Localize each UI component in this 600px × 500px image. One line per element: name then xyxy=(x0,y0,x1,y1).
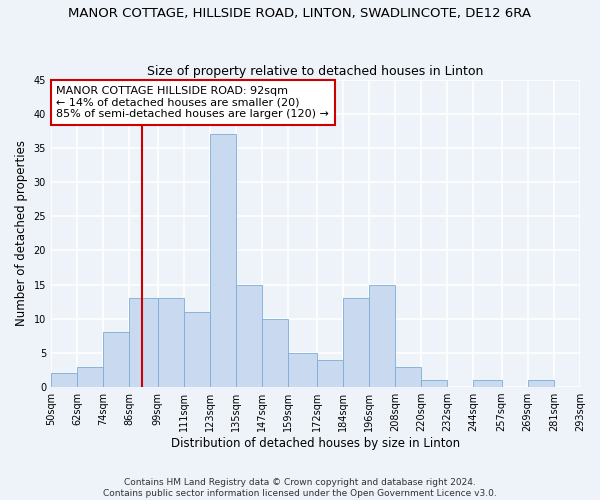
Bar xyxy=(317,360,343,387)
Bar xyxy=(262,319,288,387)
Bar xyxy=(580,380,600,387)
Bar xyxy=(103,332,129,387)
Bar xyxy=(421,380,447,387)
Bar xyxy=(158,298,184,387)
Bar xyxy=(395,366,421,387)
Bar xyxy=(210,134,236,387)
Text: MANOR COTTAGE HILLSIDE ROAD: 92sqm
← 14% of detached houses are smaller (20)
85%: MANOR COTTAGE HILLSIDE ROAD: 92sqm ← 14%… xyxy=(56,86,329,119)
Bar xyxy=(129,298,158,387)
Bar xyxy=(369,284,395,387)
X-axis label: Distribution of detached houses by size in Linton: Distribution of detached houses by size … xyxy=(171,437,460,450)
Bar xyxy=(528,380,554,387)
Bar xyxy=(343,298,369,387)
Title: Size of property relative to detached houses in Linton: Size of property relative to detached ho… xyxy=(147,66,484,78)
Bar xyxy=(236,284,262,387)
Bar xyxy=(77,366,103,387)
Y-axis label: Number of detached properties: Number of detached properties xyxy=(15,140,28,326)
Text: Contains HM Land Registry data © Crown copyright and database right 2024.
Contai: Contains HM Land Registry data © Crown c… xyxy=(103,478,497,498)
Text: MANOR COTTAGE, HILLSIDE ROAD, LINTON, SWADLINCOTE, DE12 6RA: MANOR COTTAGE, HILLSIDE ROAD, LINTON, SW… xyxy=(68,8,532,20)
Bar xyxy=(51,374,77,387)
Bar xyxy=(184,312,210,387)
Bar xyxy=(288,353,317,387)
Bar xyxy=(473,380,502,387)
